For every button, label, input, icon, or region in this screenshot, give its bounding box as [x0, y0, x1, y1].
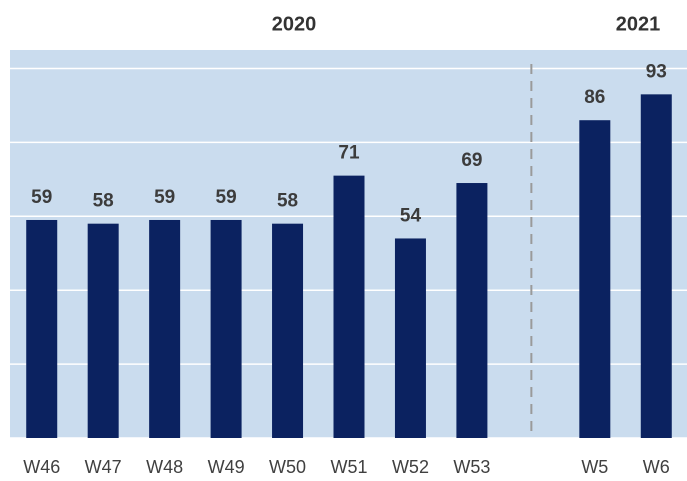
x-tick-label: W47 — [85, 457, 122, 477]
bar — [26, 219, 58, 438]
value-label: 54 — [400, 205, 422, 226]
value-label: 58 — [93, 191, 114, 212]
value-label: 69 — [461, 150, 482, 171]
value-label: 93 — [646, 61, 667, 82]
x-tick-label: W53 — [453, 457, 490, 477]
x-tick-label: W48 — [146, 457, 183, 477]
x-tick-label: W49 — [208, 457, 245, 477]
bar — [149, 219, 181, 438]
bar — [272, 223, 304, 438]
x-tick-label: W46 — [23, 457, 60, 477]
bar — [640, 94, 672, 438]
bar — [579, 120, 611, 438]
value-label: 59 — [31, 187, 52, 208]
bar — [87, 223, 119, 438]
value-label: 86 — [584, 87, 605, 108]
bar — [394, 238, 426, 438]
group-label: 2021 — [616, 13, 661, 35]
value-label: 58 — [277, 191, 298, 212]
x-tick-label: W52 — [392, 457, 429, 477]
bar — [210, 219, 242, 438]
x-tick-label: W50 — [269, 457, 306, 477]
bar — [456, 183, 488, 438]
x-tick-label: W5 — [581, 457, 608, 477]
x-tick-label: W51 — [330, 457, 367, 477]
value-label: 71 — [338, 143, 360, 164]
x-tick-label: W6 — [643, 457, 670, 477]
bar — [333, 175, 365, 438]
value-label: 59 — [154, 187, 175, 208]
value-label: 59 — [216, 187, 237, 208]
group-label: 2020 — [272, 13, 317, 35]
